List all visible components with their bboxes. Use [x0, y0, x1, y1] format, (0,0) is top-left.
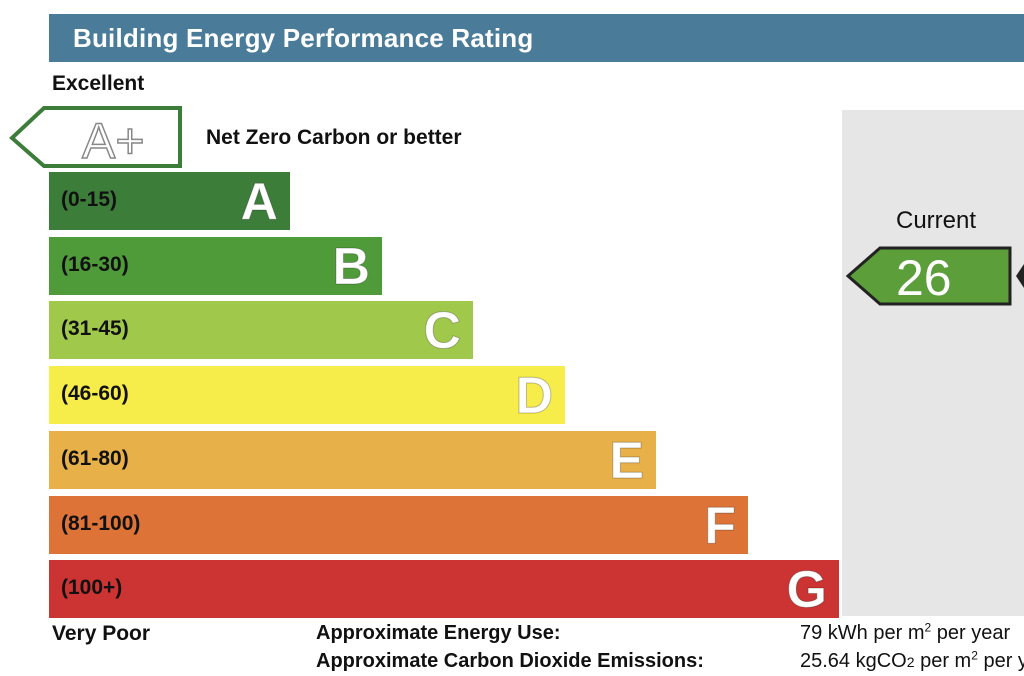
co2-emissions-value: 25.64 kgCO2 per m2 per year: [800, 648, 1024, 672]
current-arrow-shape: [846, 246, 1012, 306]
band-letter: A: [240, 173, 279, 231]
band-range-label: (61-80): [61, 447, 129, 470]
current-rating-arrow: 26: [846, 246, 1012, 306]
band-range-label: (0-15): [61, 188, 118, 211]
band-e: [49, 431, 656, 489]
current-value: 26: [896, 250, 952, 306]
scale-bottom-label: Very Poor: [52, 622, 151, 645]
band-letter: G: [786, 561, 827, 619]
scale-top-label: Excellent: [52, 72, 145, 95]
aplus-letter: A+: [82, 113, 145, 169]
band-range-label: (31-45): [61, 317, 129, 340]
current-rating-panel: [842, 110, 1024, 616]
band-c: [49, 301, 473, 359]
band-f: [49, 496, 748, 554]
co2-emissions-label: Approximate Carbon Dioxide Emissions:: [316, 650, 704, 672]
band-letter: C: [423, 302, 462, 360]
aplus-arrow-shape: [9, 106, 182, 168]
aplus-description: Net Zero Carbon or better: [206, 126, 462, 149]
band-letter: B: [332, 238, 371, 296]
current-label: Current: [896, 207, 977, 234]
band-a: [49, 172, 290, 230]
band-d: [49, 366, 565, 424]
energy-use-value: 79 kWh per m2 per year: [800, 620, 1011, 644]
aplus-band: A+: [9, 106, 182, 170]
band-g: [49, 560, 839, 618]
band-range-label: (81-100): [61, 512, 141, 535]
band-range-label: (46-60): [61, 382, 129, 405]
header-title: Building Energy Performance Rating: [73, 23, 534, 53]
band-letter: F: [704, 497, 737, 555]
energy-use-label: Approximate Energy Use:: [316, 622, 561, 644]
potential-arrow-edge: [1016, 264, 1024, 288]
band-letter: E: [609, 432, 645, 490]
band-b: [49, 237, 382, 295]
rating-header: Building Energy Performance Rating: [49, 14, 1024, 62]
band-range-label: (100+): [61, 576, 123, 599]
band-range-label: (16-30): [61, 253, 129, 276]
band-letter: D: [515, 367, 554, 425]
